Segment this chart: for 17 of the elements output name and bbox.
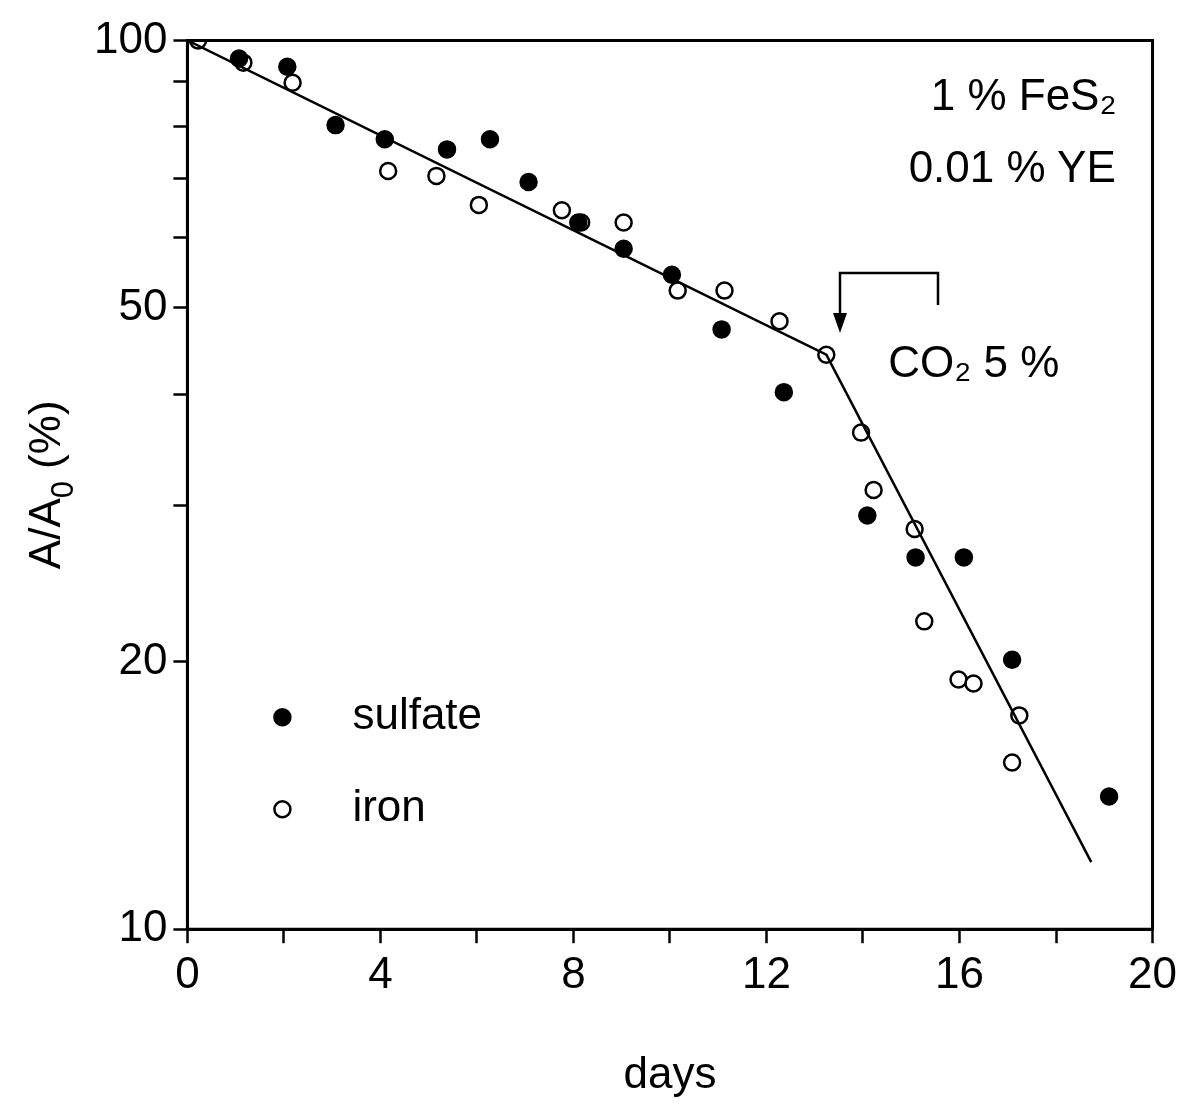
y-tick-label: 100: [93, 12, 168, 62]
x-axis-title: days: [623, 1048, 717, 1097]
annotation: CO₂ 5 %: [888, 336, 1060, 386]
annotation: 0.01 % YE: [908, 142, 1116, 192]
x-tick-label: 20: [1128, 947, 1178, 997]
x-tick-label: 4: [368, 947, 393, 997]
y-tick-label: 50: [118, 280, 168, 330]
y-tick-label: 10: [118, 901, 168, 951]
annotation: 1 % FeS₂: [930, 70, 1117, 120]
legend-label: sulfate: [352, 689, 483, 739]
x-tick-label: 0: [175, 947, 200, 997]
y-axis-title: A/A0 (%): [20, 400, 81, 570]
y-tick-label: 20: [118, 633, 168, 683]
legend-label: iron: [352, 781, 426, 831]
x-tick-label: 16: [935, 947, 984, 997]
x-tick-label: 8: [561, 947, 586, 997]
x-tick-label: 12: [742, 947, 791, 997]
